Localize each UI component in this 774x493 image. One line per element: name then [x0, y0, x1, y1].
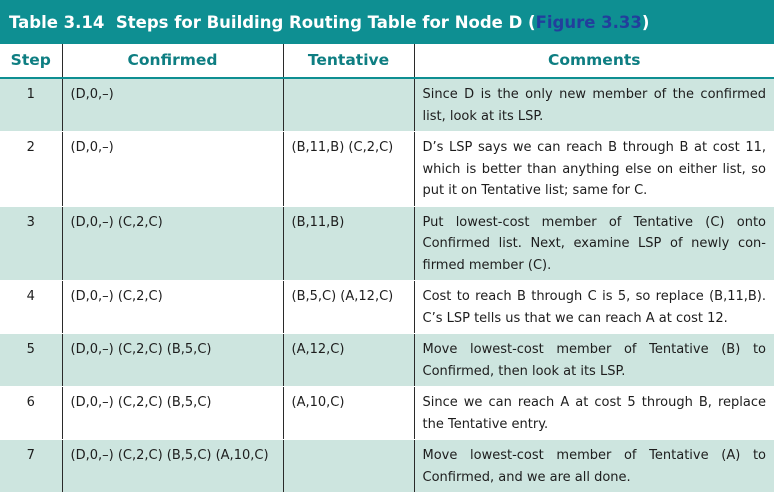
confirmed-cell: (D,0,–) [61, 78, 283, 132]
comments-cell: Put lowest-cost member of Tentative (C) … [413, 206, 774, 281]
figure-link[interactable]: Figure 3.33 [535, 12, 642, 32]
table-row: 4 (D,0,–) (C,2,C) (B,5,C) (A,12,C) Cost … [0, 280, 774, 334]
comments-cell: Move lowest-cost member of Tentative (A)… [413, 439, 774, 493]
step-cell: 3 [0, 206, 62, 281]
comments-cell: D’s LSP says we can reach B through B at… [413, 131, 774, 207]
table-row: 7 (D,0,–) (C,2,C) (B,5,C) (A,10,C) Move … [0, 439, 774, 493]
tentative-cell: (A,12,C) [282, 333, 414, 387]
confirmed-cell: (D,0,–) [61, 131, 283, 207]
step-cell: 5 [0, 333, 62, 387]
confirmed-cell: (D,0,–) (C,2,C) [61, 280, 283, 334]
step-cell: 7 [0, 439, 62, 493]
table-title-text: Table 3.14 Steps for Building Routing Ta… [9, 12, 536, 32]
table-row: 1 (D,0,–) Since D is the only new member… [0, 78, 774, 132]
comments-cell: Since D is the only new member of the co… [413, 78, 774, 132]
confirmed-cell: (D,0,–) (C,2,C) (B,5,C) [61, 333, 283, 387]
step-cell: 4 [0, 280, 62, 334]
routing-steps-table: Step Confirmed Tentative Comments 1 (D,0… [0, 44, 774, 493]
tentative-cell: (B,5,C) (A,12,C) [282, 280, 414, 334]
table-row: 3 (D,0,–) (C,2,C) (B,11,B) Put lowest-co… [0, 206, 774, 281]
step-cell: 2 [0, 131, 62, 207]
confirmed-cell: (D,0,–) (C,2,C) (B,5,C) [61, 386, 283, 440]
step-cell: 6 [0, 386, 62, 440]
tentative-cell: (B,11,B) (C,2,C) [282, 131, 414, 207]
confirmed-cell: (D,0,–) (C,2,C) [61, 206, 283, 281]
table-row: 5 (D,0,–) (C,2,C) (B,5,C) (A,12,C) Move … [0, 333, 774, 387]
header-step: Step [0, 44, 62, 79]
table-title: Table 3.14 Steps for Building Routing Ta… [0, 0, 774, 44]
comments-cell: Since we can reach A at cost 5 through B… [413, 386, 774, 440]
step-cell: 1 [0, 78, 62, 132]
tentative-cell: (B,11,B) [282, 206, 414, 281]
header-comments: Comments [413, 44, 774, 79]
header-confirmed: Confirmed [61, 44, 283, 79]
confirmed-cell: (D,0,–) (C,2,C) (B,5,C) (A,10,C) [61, 439, 283, 493]
header-tentative: Tentative [282, 44, 414, 79]
comments-cell: Move lowest-cost member of Tentative (B)… [413, 333, 774, 387]
table-row: 2 (D,0,–) (B,11,B) (C,2,C) D’s LSP says … [0, 131, 774, 207]
table-title-close: ) [641, 12, 650, 32]
tentative-cell [282, 78, 414, 132]
tentative-cell [282, 439, 414, 493]
tentative-cell: (A,10,C) [282, 386, 414, 440]
comments-cell: Cost to reach B through C is 5, so repla… [413, 280, 774, 334]
header-row: Step Confirmed Tentative Comments [0, 44, 774, 79]
table-row: 6 (D,0,–) (C,2,C) (B,5,C) (A,10,C) Since… [0, 386, 774, 440]
